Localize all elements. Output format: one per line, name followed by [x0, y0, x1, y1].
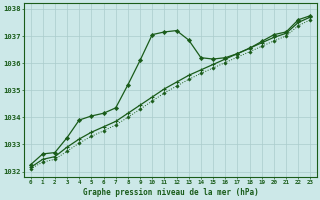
X-axis label: Graphe pression niveau de la mer (hPa): Graphe pression niveau de la mer (hPa) — [83, 188, 258, 197]
